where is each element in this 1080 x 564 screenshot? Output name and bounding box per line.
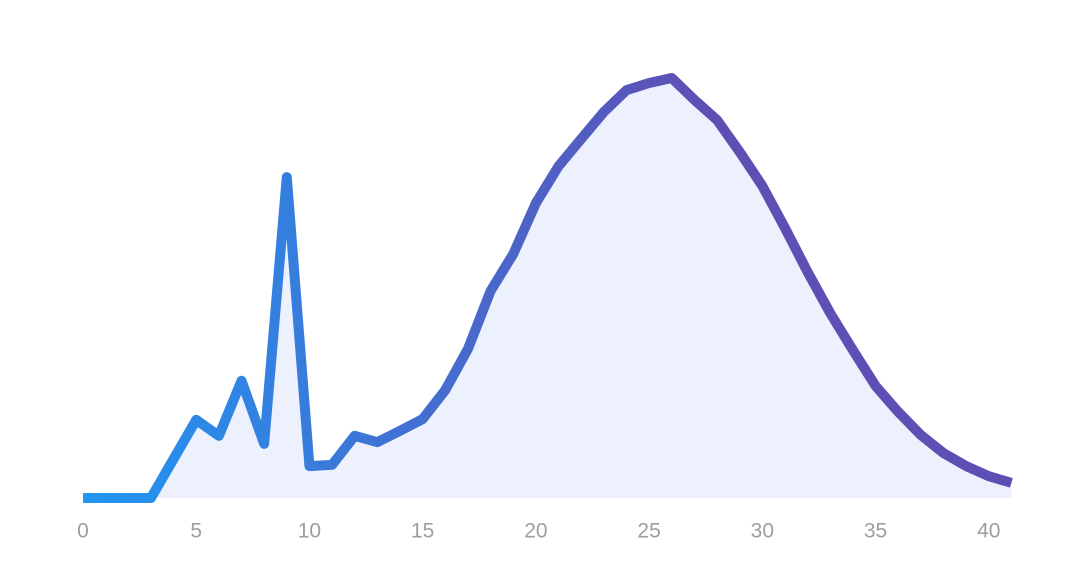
x-tick-label: 35	[864, 520, 887, 543]
x-tick-label: 20	[524, 520, 547, 543]
x-tick-label: 0	[77, 520, 89, 543]
x-tick-label: 25	[637, 520, 660, 543]
x-tick-label: 30	[751, 520, 774, 543]
area	[83, 78, 1012, 498]
x-tick-label: 10	[298, 520, 321, 543]
x-tick-label: 5	[190, 520, 202, 543]
x-tick-label: 15	[411, 520, 434, 543]
x-tick-label: 40	[977, 520, 1000, 543]
line	[83, 73, 1013, 503]
